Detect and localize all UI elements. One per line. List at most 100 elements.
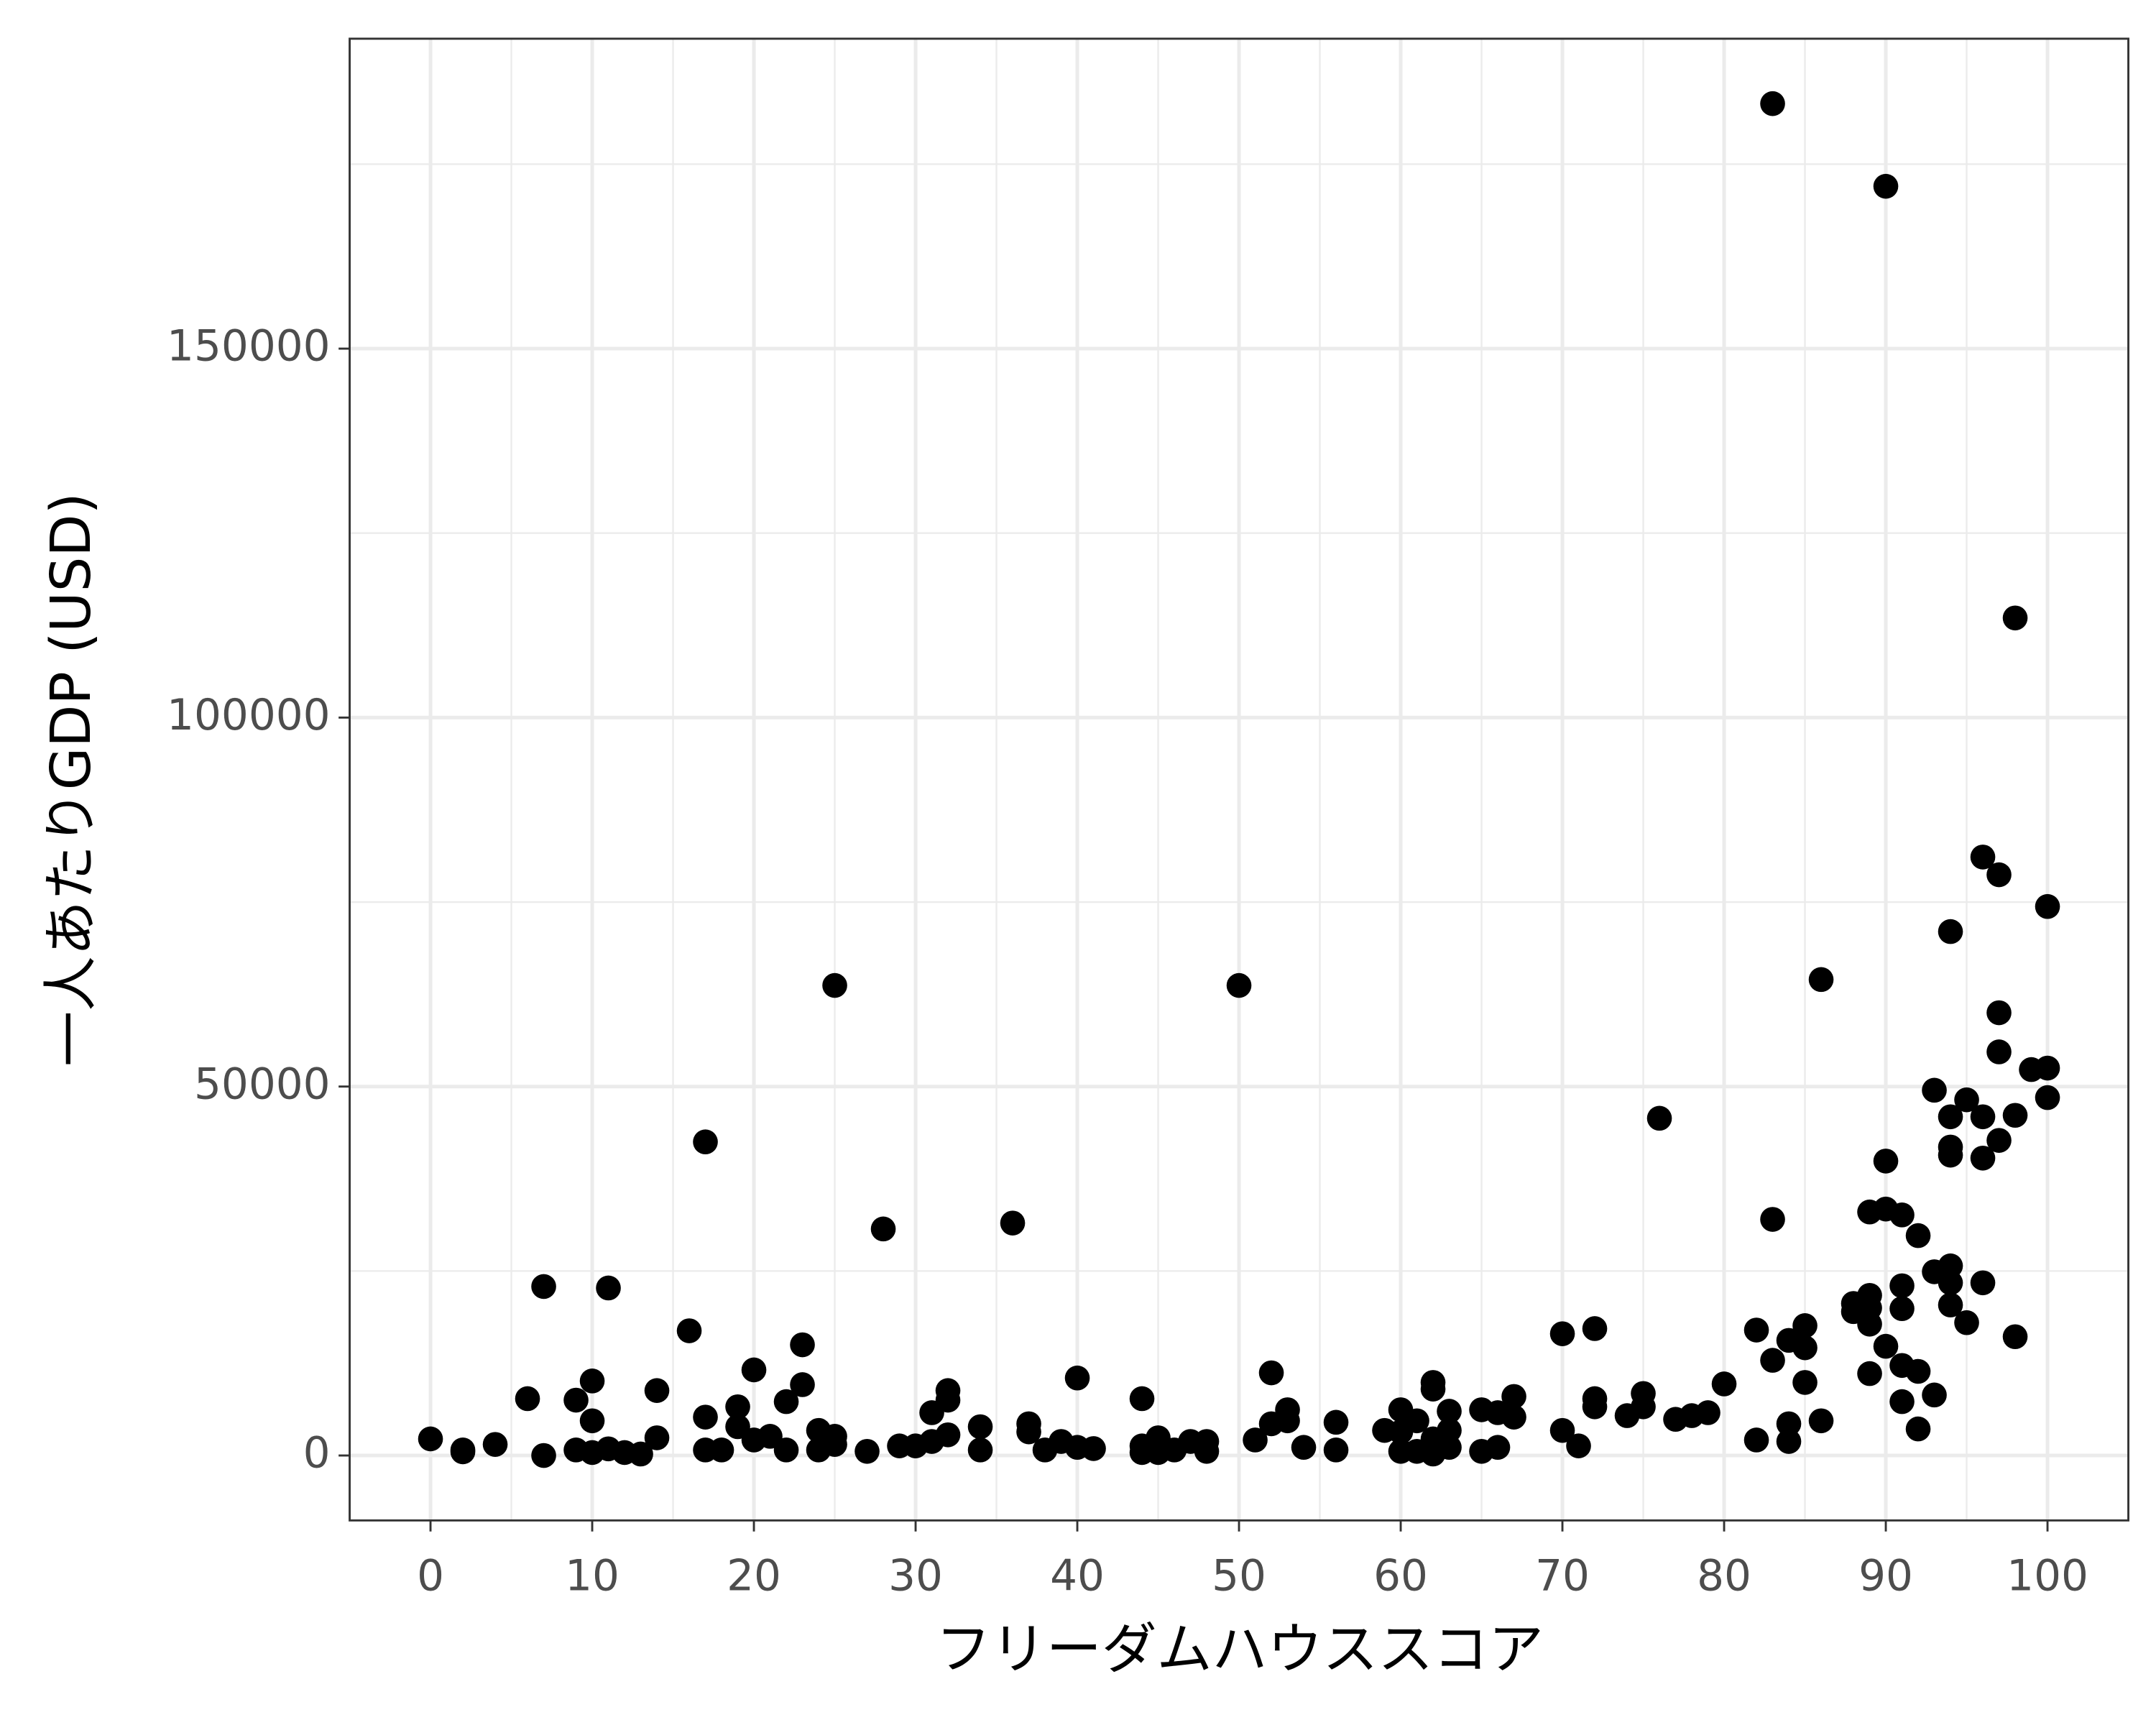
point (1857, 1311, 1882, 1337)
point (1905, 1358, 1931, 1384)
point (1420, 1376, 1446, 1402)
point (644, 1378, 670, 1403)
point (1857, 1361, 1882, 1386)
point (2002, 1324, 2028, 1350)
point (531, 1274, 556, 1300)
x-tick-label: 40 (1050, 1552, 1105, 1601)
point (1243, 1427, 1268, 1453)
x-axis-title: フリーダムハウススコア (936, 1618, 1544, 1682)
point (1743, 1317, 1769, 1343)
point (579, 1368, 605, 1394)
point (1873, 173, 1899, 199)
point (450, 1439, 476, 1465)
x-tick-label: 30 (888, 1552, 943, 1601)
point (1873, 1149, 1899, 1174)
point (1938, 919, 1963, 944)
point (1905, 1416, 1931, 1442)
point (1922, 1382, 1947, 1408)
point (1986, 862, 2012, 888)
point (1970, 1104, 1996, 1130)
x-tick-label: 0 (417, 1552, 444, 1601)
point (1323, 1438, 1349, 1463)
point (1743, 1427, 1769, 1453)
point (596, 1275, 621, 1301)
point (1549, 1321, 1575, 1346)
point (1954, 1087, 1979, 1113)
point (1258, 1360, 1284, 1386)
point (870, 1216, 896, 1242)
point (1646, 1105, 1672, 1131)
point (935, 1422, 961, 1448)
point (1792, 1335, 1818, 1361)
point (1404, 1408, 1429, 1434)
point (1582, 1316, 1608, 1341)
point (2035, 1085, 2060, 1110)
point (1695, 1400, 1720, 1425)
point (1016, 1419, 1041, 1445)
point (1986, 1128, 2012, 1153)
point (1226, 972, 1252, 998)
y-tick-label: 100000 (167, 691, 331, 740)
points (418, 91, 2060, 1468)
point (676, 1318, 702, 1343)
grid (349, 38, 2129, 1521)
point (773, 1438, 799, 1463)
point (1970, 1270, 1996, 1296)
point (628, 1441, 653, 1467)
point (515, 1386, 540, 1412)
point (1970, 1145, 1996, 1171)
point (1760, 1348, 1785, 1373)
point (967, 1414, 993, 1440)
point (1938, 1292, 1963, 1317)
point (1711, 1371, 1737, 1397)
x-tick-label: 90 (1858, 1552, 1913, 1601)
point (1081, 1436, 1106, 1461)
point (1808, 1408, 1834, 1434)
point (1986, 1039, 2012, 1064)
point (693, 1129, 718, 1155)
point (1275, 1408, 1300, 1434)
point (482, 1432, 508, 1457)
point (822, 972, 847, 998)
point (822, 1432, 847, 1457)
point (644, 1425, 670, 1450)
x-tick-label: 10 (565, 1552, 619, 1601)
point (1938, 1104, 1963, 1130)
point (773, 1389, 799, 1414)
point (1889, 1296, 1915, 1322)
point (2035, 1055, 2060, 1081)
point (1938, 1270, 1963, 1296)
point (2002, 1103, 2028, 1128)
x-tick-label: 100 (2007, 1552, 2088, 1601)
point (1889, 1389, 1915, 1414)
point (1905, 1223, 1931, 1248)
point (1938, 1142, 1963, 1168)
point (1889, 1202, 1915, 1228)
y-tick-label: 50000 (194, 1059, 331, 1109)
point (1873, 1333, 1899, 1359)
point (1064, 1365, 1090, 1391)
point (1922, 1077, 1947, 1103)
point (854, 1438, 880, 1464)
point (1970, 845, 1996, 870)
point (1291, 1435, 1317, 1460)
point (1323, 1409, 1349, 1435)
point (1582, 1394, 1608, 1420)
point (693, 1404, 718, 1430)
point (563, 1387, 589, 1413)
x-tick-label: 60 (1373, 1552, 1428, 1601)
point (790, 1332, 815, 1358)
point (935, 1387, 961, 1413)
point (1792, 1370, 1818, 1395)
point (1776, 1411, 1802, 1437)
point (2002, 605, 2028, 631)
point (1501, 1404, 1526, 1430)
point (1000, 1210, 1026, 1236)
point (1792, 1313, 1818, 1338)
point (741, 1357, 767, 1383)
point (1760, 91, 1785, 116)
point (418, 1426, 443, 1452)
x-tick-label: 20 (727, 1552, 781, 1601)
